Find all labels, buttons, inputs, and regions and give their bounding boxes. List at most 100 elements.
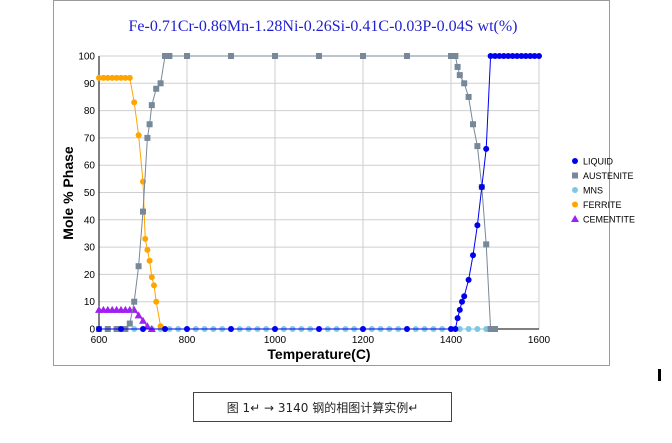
data-point-austenite — [126, 320, 133, 327]
data-point-liquid — [272, 326, 278, 332]
data-point-austenite — [153, 85, 160, 92]
edge-mark — [658, 369, 661, 381]
data-point-ferrite — [131, 99, 138, 106]
legend-marker-cementite — [571, 215, 579, 222]
data-point-liquid — [483, 145, 490, 152]
data-point-austenite — [492, 326, 498, 332]
series-layer — [95, 53, 542, 332]
series-ferrite — [96, 74, 168, 332]
data-point-austenite — [162, 53, 168, 59]
data-point-austenite — [131, 298, 138, 305]
figure-caption: 图 1↵ → 3140 钢的相图计算实例↵ — [193, 392, 452, 422]
data-point-ferrite — [148, 274, 155, 281]
data-point-liquid — [465, 276, 472, 283]
legend-label-liquid: LIQUID — [583, 157, 614, 167]
data-point-ferrite — [151, 282, 157, 289]
data-point-austenite — [454, 63, 461, 70]
data-point-austenite — [135, 263, 142, 270]
data-point-liquid — [487, 53, 494, 59]
data-point-austenite — [456, 72, 463, 79]
series-liquid — [96, 53, 542, 332]
y-tick-label: 30 — [84, 243, 96, 254]
data-point-liquid — [118, 326, 124, 332]
data-point-austenite — [474, 143, 481, 150]
data-point-liquid — [228, 326, 234, 332]
legend-marker-ferrite — [572, 201, 578, 208]
x-tick-label: 1000 — [264, 335, 287, 346]
data-point-austenite — [448, 53, 454, 59]
data-point-liquid — [518, 53, 525, 59]
data-point-mns — [474, 326, 481, 332]
y-tick-label: 60 — [84, 161, 96, 172]
x-tick-label: 800 — [179, 335, 196, 346]
legend-label-cementite: CEMENTITE — [583, 215, 635, 225]
data-point-austenite — [144, 134, 151, 141]
data-point-austenite — [465, 93, 472, 100]
data-point-liquid — [316, 326, 322, 332]
data-point-liquid — [492, 53, 498, 59]
data-point-liquid — [500, 53, 507, 59]
data-point-liquid — [536, 53, 542, 59]
data-point-ferrite — [126, 74, 133, 81]
data-point-liquid — [514, 53, 520, 59]
data-point-austenite — [140, 208, 146, 215]
data-point-liquid — [140, 326, 146, 332]
legend-label-ferrite: FERRITE — [583, 200, 622, 210]
legend: LIQUID AUSTENITE MNS FERRITE CEMENTITE — [571, 157, 635, 225]
data-point-liquid — [360, 326, 366, 332]
legend-label-austenite: AUSTENITE — [583, 171, 634, 181]
data-point-liquid — [527, 53, 534, 59]
legend-marker-liquid — [572, 158, 578, 164]
data-point-ferrite — [118, 74, 124, 81]
data-point-ferrite — [113, 74, 120, 81]
data-point-liquid — [452, 326, 459, 332]
data-point-ferrite — [144, 246, 151, 253]
data-point-mns — [456, 326, 463, 332]
y-tick-label: 70 — [84, 133, 96, 144]
data-point-liquid — [459, 298, 465, 305]
chart-title: Fe-0.71Cr-0.86Mn-1.28Ni-0.26Si-0.41C-0.0… — [129, 18, 518, 35]
data-point-liquid — [474, 222, 481, 229]
x-tick-label: 600 — [91, 335, 108, 346]
data-point-austenite — [483, 241, 490, 248]
data-point-austenite — [157, 80, 164, 87]
data-point-austenite — [452, 53, 459, 59]
phase-chart: Fe-0.71Cr-0.86Mn-1.28Ni-0.26Si-0.41C-0.0… — [60, 18, 635, 362]
data-point-liquid — [448, 326, 454, 332]
data-point-liquid — [454, 315, 461, 322]
y-tick-label: 0 — [89, 325, 95, 336]
data-point-ferrite — [96, 74, 102, 81]
data-point-liquid — [162, 326, 168, 332]
data-point-mns — [465, 326, 472, 332]
y-tick-label: 20 — [84, 270, 96, 281]
data-point-liquid — [184, 326, 190, 332]
x-tick-label: 1400 — [440, 335, 463, 346]
y-tick-label: 10 — [84, 297, 96, 308]
y-axis-label: Mole % Phase — [60, 146, 76, 240]
data-point-austenite — [316, 53, 322, 59]
data-point-ferrite — [109, 74, 116, 81]
data-point-austenite — [470, 121, 476, 128]
data-point-liquid — [404, 326, 410, 332]
x-tick-label: 1200 — [352, 335, 375, 346]
data-point-austenite — [166, 53, 173, 59]
data-point-ferrite — [157, 323, 164, 330]
chart-frame — [53, 0, 610, 366]
data-point-liquid — [496, 53, 503, 59]
legend-marker-austenite — [572, 172, 578, 179]
data-point-ferrite — [104, 74, 111, 81]
axes: 600 800 1000 1200 1400 1600 0 10 20 30 40 50 60 70 80 9… — [78, 52, 550, 347]
data-point-ferrite — [135, 132, 142, 139]
data-point-austenite — [228, 53, 234, 59]
data-point-cementite — [139, 316, 147, 324]
data-point-ferrite — [153, 298, 160, 305]
x-axis-label: Temperature(C) — [267, 346, 370, 362]
data-point-liquid — [522, 53, 529, 59]
data-point-austenite — [360, 53, 366, 59]
data-point-liquid — [478, 184, 485, 191]
legend-label-mns: MNS — [583, 186, 603, 196]
data-point-liquid — [456, 306, 463, 313]
data-point-austenite — [184, 53, 190, 59]
data-point-austenite — [272, 53, 278, 59]
data-point-austenite — [146, 121, 153, 128]
